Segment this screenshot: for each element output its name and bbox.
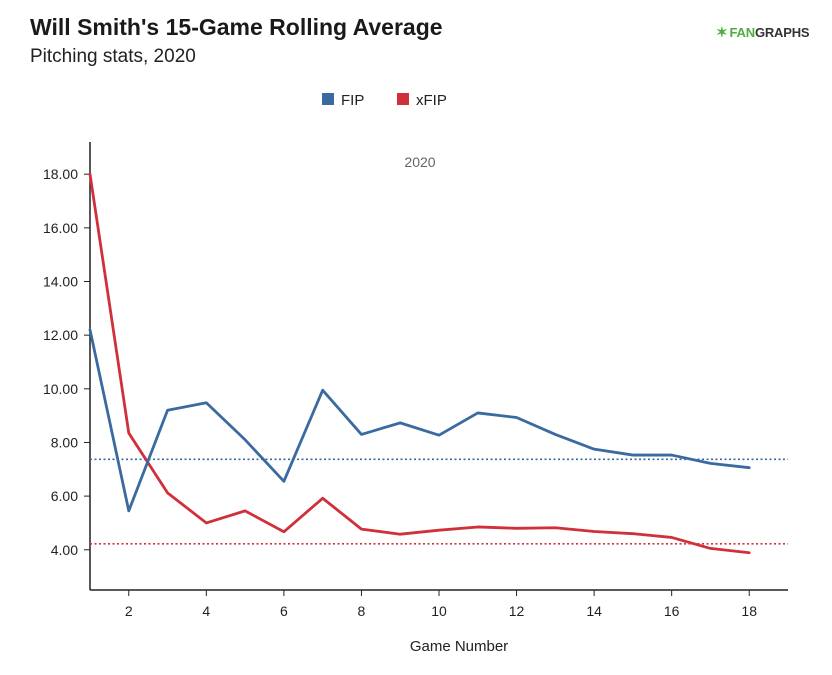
fip-series-line — [88, 328, 751, 513]
chart-title: Will Smith's 15-Game Rolling Average — [30, 14, 443, 40]
legend-xfip-swatch — [397, 93, 409, 105]
season-label: 2020 — [404, 154, 435, 170]
x-tick-label: 12 — [509, 603, 525, 619]
runner-icon: ✶ — [716, 24, 728, 40]
y-tick-label: 14.00 — [43, 273, 78, 289]
legend-xfip-label: xFIP — [416, 92, 447, 109]
legend-fip-swatch — [322, 93, 334, 105]
chart-subtitle: Pitching stats, 2020 — [30, 46, 196, 67]
logo-text-graphs: GRAPHS — [754, 25, 810, 40]
x-tick-label: 14 — [586, 603, 602, 619]
x-tick-label: 4 — [202, 603, 210, 619]
xfip-series-line — [88, 172, 751, 555]
x-axis-title: Game Number — [410, 638, 508, 655]
x-tick-label: 16 — [664, 603, 680, 619]
x-tick-label: 6 — [280, 603, 288, 619]
y-tick-label: 4.00 — [51, 542, 78, 558]
fangraphs-logo: ✶ FAN GRAPHS — [716, 24, 810, 41]
y-tick-label: 12.00 — [43, 327, 78, 343]
x-tick-label: 10 — [431, 603, 447, 619]
y-tick-label: 18.00 — [43, 166, 78, 182]
y-tick-label: 10.00 — [43, 381, 78, 397]
x-tick-label: 8 — [358, 603, 366, 619]
plot-area: 4.00 6.00 8.00 10.00 12.00 14.00 16.00 18.00 2 4 6… — [43, 142, 788, 619]
legend-fip-label: FIP — [341, 92, 364, 109]
y-tick-label: 6.00 — [51, 488, 78, 504]
y-tick-label: 16.00 — [43, 220, 78, 236]
x-tick-label: 2 — [125, 603, 133, 619]
legend: FIP xFIP — [322, 92, 447, 109]
logo-text-fan: FAN — [729, 25, 756, 40]
y-tick-label: 8.00 — [51, 434, 78, 450]
x-tick-label: 18 — [741, 603, 757, 619]
